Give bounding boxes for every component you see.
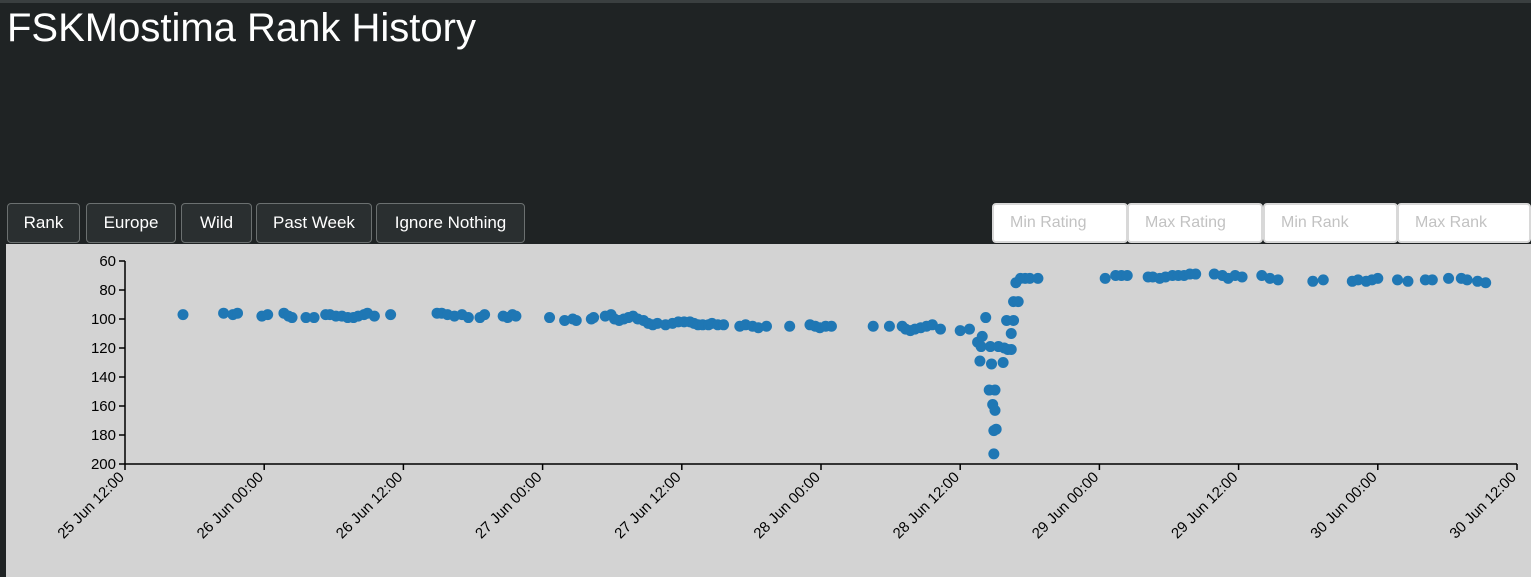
data-point — [177, 309, 189, 321]
data-point — [883, 320, 895, 332]
data-point — [1472, 275, 1484, 287]
data-point — [544, 312, 556, 324]
data-point — [368, 310, 380, 322]
data-point — [479, 309, 491, 321]
data-point — [997, 357, 1009, 368]
data-point — [1272, 274, 1284, 286]
data-point — [1352, 274, 1364, 286]
data-point — [975, 341, 987, 353]
data-point — [1005, 328, 1017, 339]
data-point — [1012, 296, 1024, 308]
mode-button[interactable]: Wild — [181, 203, 252, 243]
data-point — [462, 312, 474, 324]
data-point — [1461, 274, 1473, 286]
y-tick-label: 160 — [91, 398, 116, 415]
data-point — [825, 320, 837, 332]
data-point — [963, 323, 975, 335]
data-point — [1005, 343, 1017, 355]
data-point — [1426, 274, 1438, 286]
data-point — [570, 314, 582, 326]
data-point — [984, 341, 996, 353]
data-point — [760, 320, 772, 332]
y-tick-label: 80 — [99, 282, 116, 299]
y-tick-label: 120 — [91, 340, 116, 357]
data-point — [510, 310, 522, 322]
data-point — [218, 307, 230, 319]
data-point — [1480, 277, 1492, 289]
data-point — [1443, 272, 1455, 284]
data-point — [990, 423, 1002, 435]
data-point — [752, 322, 764, 334]
data-point — [1190, 268, 1202, 280]
data-point — [1372, 272, 1384, 284]
min-rating-input[interactable]: Min Rating — [992, 203, 1128, 243]
chart-background — [6, 244, 1531, 577]
y-tick-label: 140 — [91, 369, 116, 386]
data-point — [651, 317, 663, 329]
data-point — [986, 358, 998, 370]
data-point — [1208, 268, 1220, 280]
data-point — [232, 307, 244, 319]
page-title: FSKMostima Rank History — [7, 6, 476, 50]
data-point — [1402, 275, 1414, 287]
data-point — [1392, 274, 1404, 286]
data-point — [989, 404, 1001, 416]
data-point — [308, 312, 320, 324]
data-point — [954, 325, 966, 337]
data-point — [559, 314, 571, 326]
max-rating-input[interactable]: Max Rating — [1127, 203, 1263, 243]
y-tick-label: 200 — [91, 456, 116, 473]
data-point — [1317, 274, 1329, 286]
data-point — [286, 312, 298, 324]
data-point — [988, 448, 1000, 460]
data-point — [262, 309, 274, 321]
data-point — [588, 312, 600, 324]
data-point — [867, 320, 879, 332]
data-point — [989, 384, 1001, 396]
data-point — [976, 330, 988, 342]
y-tick-label: 180 — [91, 427, 116, 444]
y-tick-label: 60 — [99, 253, 116, 270]
data-point — [1236, 271, 1248, 283]
rank-button[interactable]: Rank — [7, 203, 80, 243]
region-button[interactable]: Europe — [86, 203, 176, 243]
data-point — [300, 312, 312, 324]
data-point — [385, 309, 397, 321]
data-point — [718, 319, 730, 331]
data-point — [974, 355, 986, 367]
data-point — [1121, 270, 1133, 281]
data-point — [980, 312, 992, 324]
min-rank-input[interactable]: Min Rank — [1263, 203, 1398, 243]
y-tick-label: 100 — [91, 311, 116, 328]
data-point — [1008, 314, 1020, 326]
data-point — [934, 323, 946, 335]
data-point — [1024, 272, 1036, 284]
data-point — [784, 320, 796, 332]
period-button[interactable]: Past Week — [256, 203, 372, 243]
max-rank-input[interactable]: Max Rank — [1397, 203, 1531, 243]
data-point — [1099, 272, 1111, 284]
data-point — [1307, 275, 1319, 287]
data-point — [1264, 272, 1276, 284]
top-border — [0, 0, 1531, 3]
data-point — [1032, 272, 1044, 284]
filter-button[interactable]: Ignore Nothing — [376, 203, 525, 243]
data-point — [926, 319, 938, 331]
